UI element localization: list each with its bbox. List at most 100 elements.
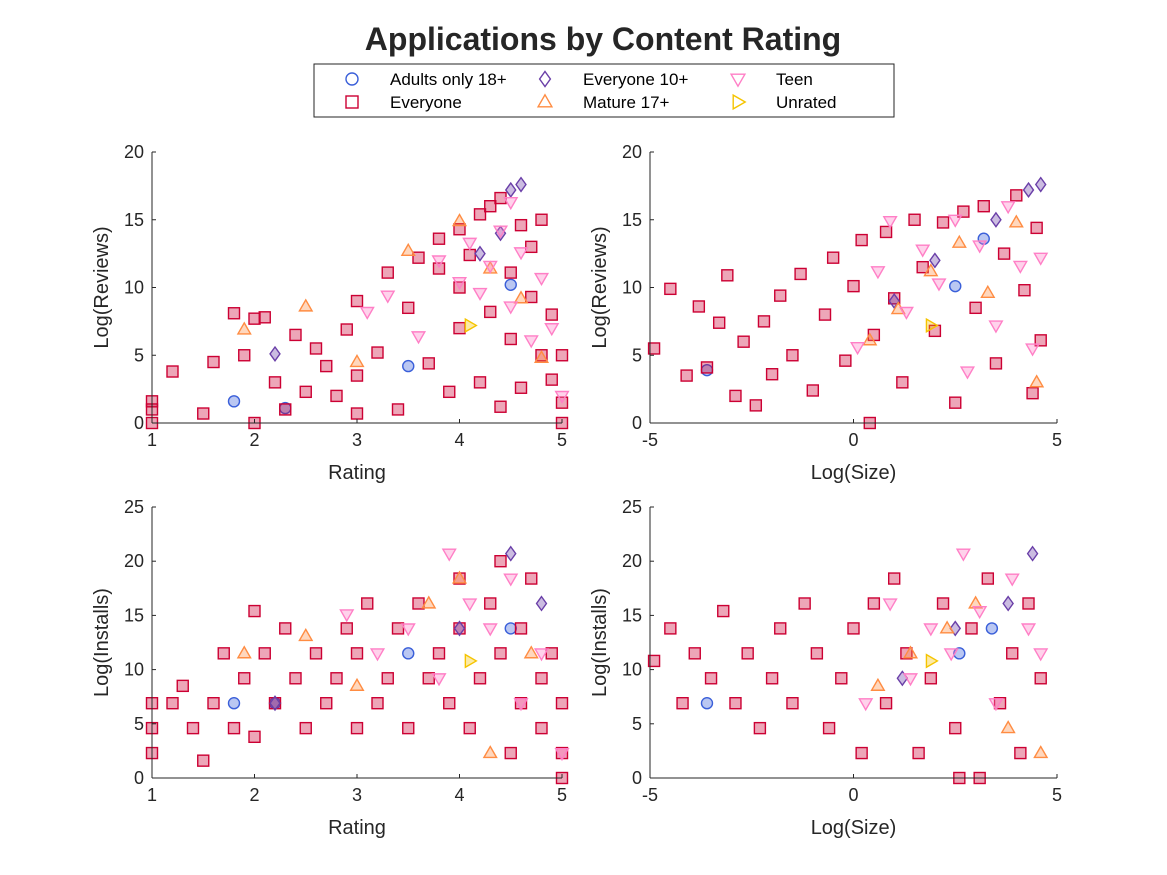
data-point (451, 276, 468, 291)
data-point (514, 218, 528, 232)
data-point (1033, 745, 1049, 759)
x-tick-label: -5 (642, 785, 658, 805)
data-point (431, 673, 447, 687)
data-point (432, 647, 446, 660)
y-tick-label: 0 (134, 768, 144, 788)
data-point (484, 305, 497, 319)
axes: 1 2 3 4 5 0 5 10 15 20 Rating Log(Reviews) (91, 142, 567, 484)
data-point (835, 672, 848, 685)
data-point (533, 272, 550, 287)
data-point (870, 266, 886, 280)
x-tick-label: -5 (642, 430, 658, 450)
legend-marker-triangle-right (732, 93, 747, 111)
data-point (349, 354, 365, 368)
data-point (839, 354, 852, 367)
data-point (888, 292, 901, 310)
data-point (350, 407, 364, 420)
data-point (503, 301, 519, 315)
data-point (472, 287, 488, 301)
data-point (400, 623, 416, 637)
data-point (463, 721, 476, 735)
data-point (704, 672, 718, 685)
y-tick-label: 10 (124, 660, 144, 680)
data-point (258, 647, 271, 660)
data-point (882, 216, 898, 230)
y-tick-label: 15 (622, 605, 642, 625)
x-tick-label: 5 (1052, 785, 1062, 805)
x-tick-label: 0 (848, 430, 858, 450)
data-point (1022, 181, 1035, 199)
data-point (166, 365, 179, 378)
data-point (955, 548, 971, 562)
axes: 1 2 3 4 5 0 5 10 15 20 25 Rating Log(Installs) (91, 497, 567, 839)
data-point (258, 311, 271, 324)
legend-item-everyone-10: Everyone 10+ (538, 70, 688, 89)
data-point (410, 331, 427, 345)
data-point (925, 653, 939, 669)
x-axis-label: Log(Size) (811, 817, 897, 839)
y-tick-label: 10 (622, 278, 642, 298)
data-point (320, 359, 333, 373)
series-adults-only-18 (700, 232, 990, 377)
data-point (464, 653, 478, 669)
data-point (847, 279, 860, 293)
data-point (545, 373, 558, 386)
data-point (371, 697, 384, 710)
data-point (515, 176, 527, 193)
data-point (943, 648, 959, 662)
data-point (972, 240, 988, 254)
y-tick-label: 10 (124, 278, 144, 298)
data-point (988, 698, 1004, 712)
data-point (888, 572, 901, 585)
data-point (339, 609, 355, 623)
data-point (879, 697, 893, 710)
data-point (676, 697, 689, 710)
data-point (402, 359, 415, 373)
y-tick-label: 25 (124, 497, 144, 517)
data-point (330, 389, 343, 403)
data-point (717, 604, 730, 618)
data-point (482, 745, 498, 759)
data-point (330, 672, 343, 685)
data-point (1018, 284, 1031, 297)
legend-label: Everyone (390, 93, 462, 112)
data-point (882, 598, 898, 612)
data-point (902, 673, 919, 687)
y-tick-label: 10 (622, 660, 642, 680)
legend-item-mature-17: Mature 17+ (536, 93, 670, 112)
data-point (525, 572, 538, 585)
data-point (309, 342, 323, 355)
data-point (350, 647, 364, 660)
data-point (555, 697, 569, 710)
series-teen (850, 201, 1049, 380)
data-point (298, 627, 314, 642)
data-point (989, 357, 1003, 370)
data-point (1025, 343, 1041, 357)
data-point (981, 572, 995, 585)
data-point (867, 597, 881, 610)
data-point (227, 721, 241, 735)
legend-label: Teen (776, 70, 813, 89)
data-point (462, 598, 478, 612)
data-point (923, 263, 939, 277)
data-point (186, 721, 200, 735)
data-point (898, 306, 914, 320)
data-point (451, 570, 468, 584)
data-point (936, 216, 950, 229)
data-point (1020, 623, 1037, 637)
data-point (412, 251, 425, 264)
data-point (535, 595, 548, 612)
data-point (858, 698, 874, 712)
series-everyone-10 (269, 176, 527, 362)
data-point (1010, 189, 1023, 202)
data-point (279, 622, 292, 635)
data-point (555, 349, 569, 362)
series-unrated (464, 653, 478, 669)
data-point (700, 697, 714, 710)
data-point (692, 300, 706, 313)
data-point (369, 648, 386, 662)
data-point (402, 647, 415, 660)
panel-rating-vs-reviews: 1 2 3 4 5 0 5 10 15 20 Rating Log(Reviews) (91, 142, 570, 484)
data-point (1022, 597, 1035, 610)
